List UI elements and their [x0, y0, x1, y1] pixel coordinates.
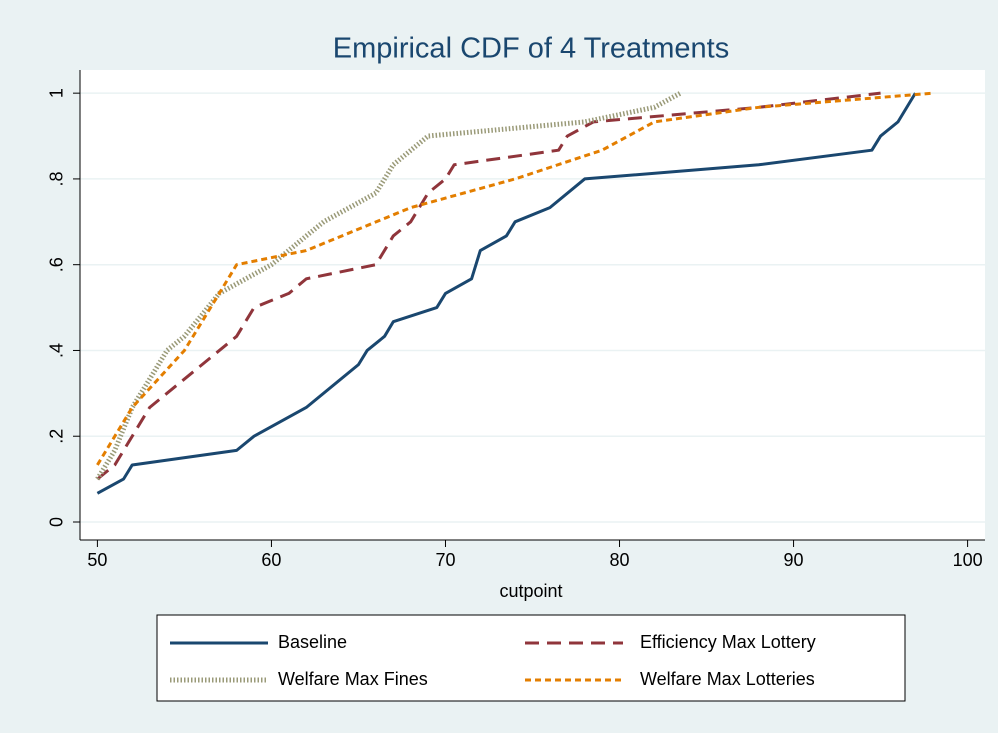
x-axis-label: cutpoint [499, 581, 562, 601]
series-line [96, 91, 933, 466]
y-tick-label: .4 [47, 343, 67, 358]
legend-label: Welfare Max Lotteries [640, 669, 815, 689]
y-tick-label: .8 [47, 171, 67, 186]
x-tick-label: 50 [87, 550, 107, 570]
legend [156, 614, 906, 702]
x-tick-label: 100 [953, 550, 983, 570]
series-line [95, 90, 682, 481]
plot-area [80, 70, 985, 540]
x-tick-label: 80 [610, 550, 630, 570]
x-tick-label: 60 [261, 550, 281, 570]
series-line [96, 92, 917, 495]
y-tick-label: .2 [47, 429, 67, 444]
chart-title: Empirical CDF of 4 Treatments [333, 33, 729, 65]
legend-label: Welfare Max Fines [278, 669, 428, 689]
legend-label: Baseline [278, 632, 347, 652]
y-tick-label: 1 [47, 88, 67, 98]
x-tick-label: 90 [784, 550, 804, 570]
legend-label: Efficiency Max Lottery [640, 632, 816, 652]
y-tick-label: 0 [47, 517, 67, 527]
y-tick-label: .6 [47, 257, 67, 272]
x-tick-label: 70 [435, 550, 455, 570]
series-line [96, 91, 881, 481]
